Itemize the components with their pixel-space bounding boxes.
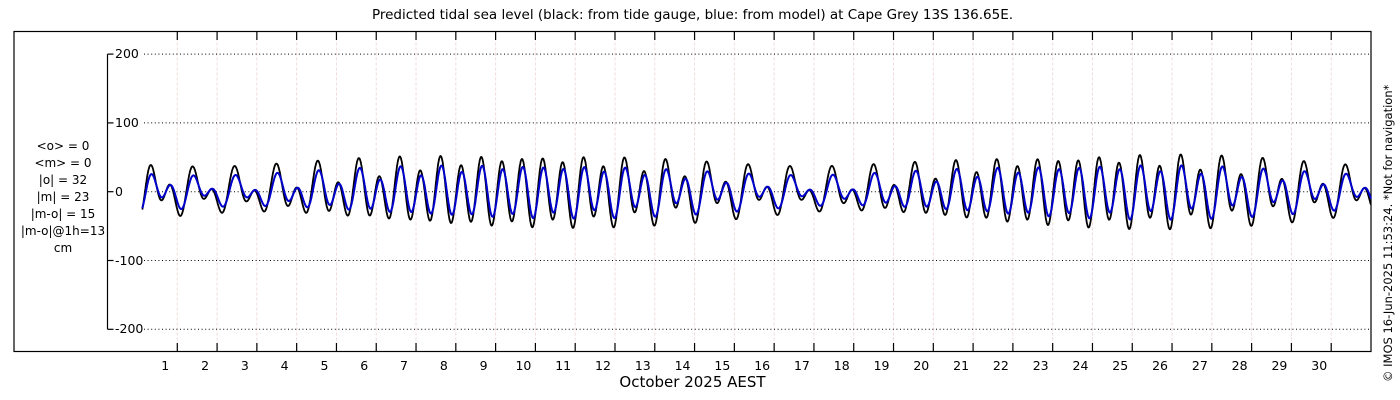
x-tick-label: 30 xyxy=(1311,358,1328,373)
y-tick-label: 100 xyxy=(115,114,139,130)
x-tick-label: 14 xyxy=(674,358,691,373)
x-tick-label: 21 xyxy=(953,358,970,373)
x-tick-label: 15 xyxy=(714,358,731,373)
plot-frame xyxy=(13,30,1372,353)
x-tick-label: 27 xyxy=(1191,358,1208,373)
x-tick-label: 5 xyxy=(320,358,329,373)
x-tick-label: 19 xyxy=(873,358,890,373)
x-tick-label: 12 xyxy=(595,358,611,373)
x-tick-label: 20 xyxy=(913,358,930,373)
x-tick-label: 3 xyxy=(240,358,249,373)
x-tick-label: 10 xyxy=(515,358,532,373)
x-tick-label: 28 xyxy=(1231,358,1248,373)
y-tick-label: 0 xyxy=(115,183,123,199)
x-tick-label: 9 xyxy=(479,358,488,373)
x-tick-label: 29 xyxy=(1271,358,1288,373)
stats-line: |m| = 23 xyxy=(36,190,90,204)
stats-line: |m-o|@1h=13 xyxy=(20,224,106,238)
x-tick-label: 22 xyxy=(992,358,1009,373)
x-tick-label: 2 xyxy=(201,358,210,373)
watermark-text: © IMOS 16-Jun-2025 11:53:24. *Not for na… xyxy=(1381,84,1395,382)
x-tick-label: 23 xyxy=(1032,358,1049,373)
y-tick-label: -100 xyxy=(115,252,144,268)
stats-line: <o> = 0 xyxy=(36,139,90,153)
y-tick-label: -200 xyxy=(115,321,144,337)
stats-line: |m-o| = 15 xyxy=(30,207,96,221)
x-axis-label: October 2025 AEST xyxy=(619,373,766,391)
observed-curve xyxy=(141,153,1372,231)
y-tick-label: 200 xyxy=(115,46,139,62)
x-tick-label: 24 xyxy=(1072,358,1089,373)
x-tick-label: 4 xyxy=(280,358,289,373)
x-tick-label: 16 xyxy=(754,358,771,373)
x-tick-label: 25 xyxy=(1112,358,1129,373)
x-tick-label: 6 xyxy=(360,358,369,373)
stats-line: |o| = 32 xyxy=(38,173,88,187)
x-tick-label: 13 xyxy=(634,358,651,373)
x-tick-label: 26 xyxy=(1152,358,1168,373)
x-tick-label: 8 xyxy=(439,358,448,373)
x-tick-label: 17 xyxy=(793,358,810,373)
stats-block: <o> = 0 <m> = 0 |o| = 32 |m| = 23 |m-o| = 15… xyxy=(16,138,110,257)
x-tick-label: 1 xyxy=(161,358,170,373)
x-tick-label: 18 xyxy=(833,358,850,373)
x-tick-label: 7 xyxy=(400,358,409,373)
stats-line: cm xyxy=(53,241,73,255)
model-curve xyxy=(141,164,1372,221)
x-tick-label: 11 xyxy=(555,358,572,373)
stats-line: <m> = 0 xyxy=(34,156,92,170)
chart-title: Predicted tidal sea level (black: from t… xyxy=(371,7,1014,23)
